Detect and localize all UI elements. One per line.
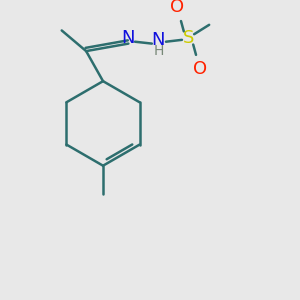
Text: S: S bbox=[183, 29, 194, 47]
Text: O: O bbox=[193, 60, 207, 78]
Text: H: H bbox=[153, 44, 164, 58]
Text: N: N bbox=[122, 29, 135, 47]
Text: N: N bbox=[152, 31, 165, 49]
Text: O: O bbox=[170, 0, 184, 16]
